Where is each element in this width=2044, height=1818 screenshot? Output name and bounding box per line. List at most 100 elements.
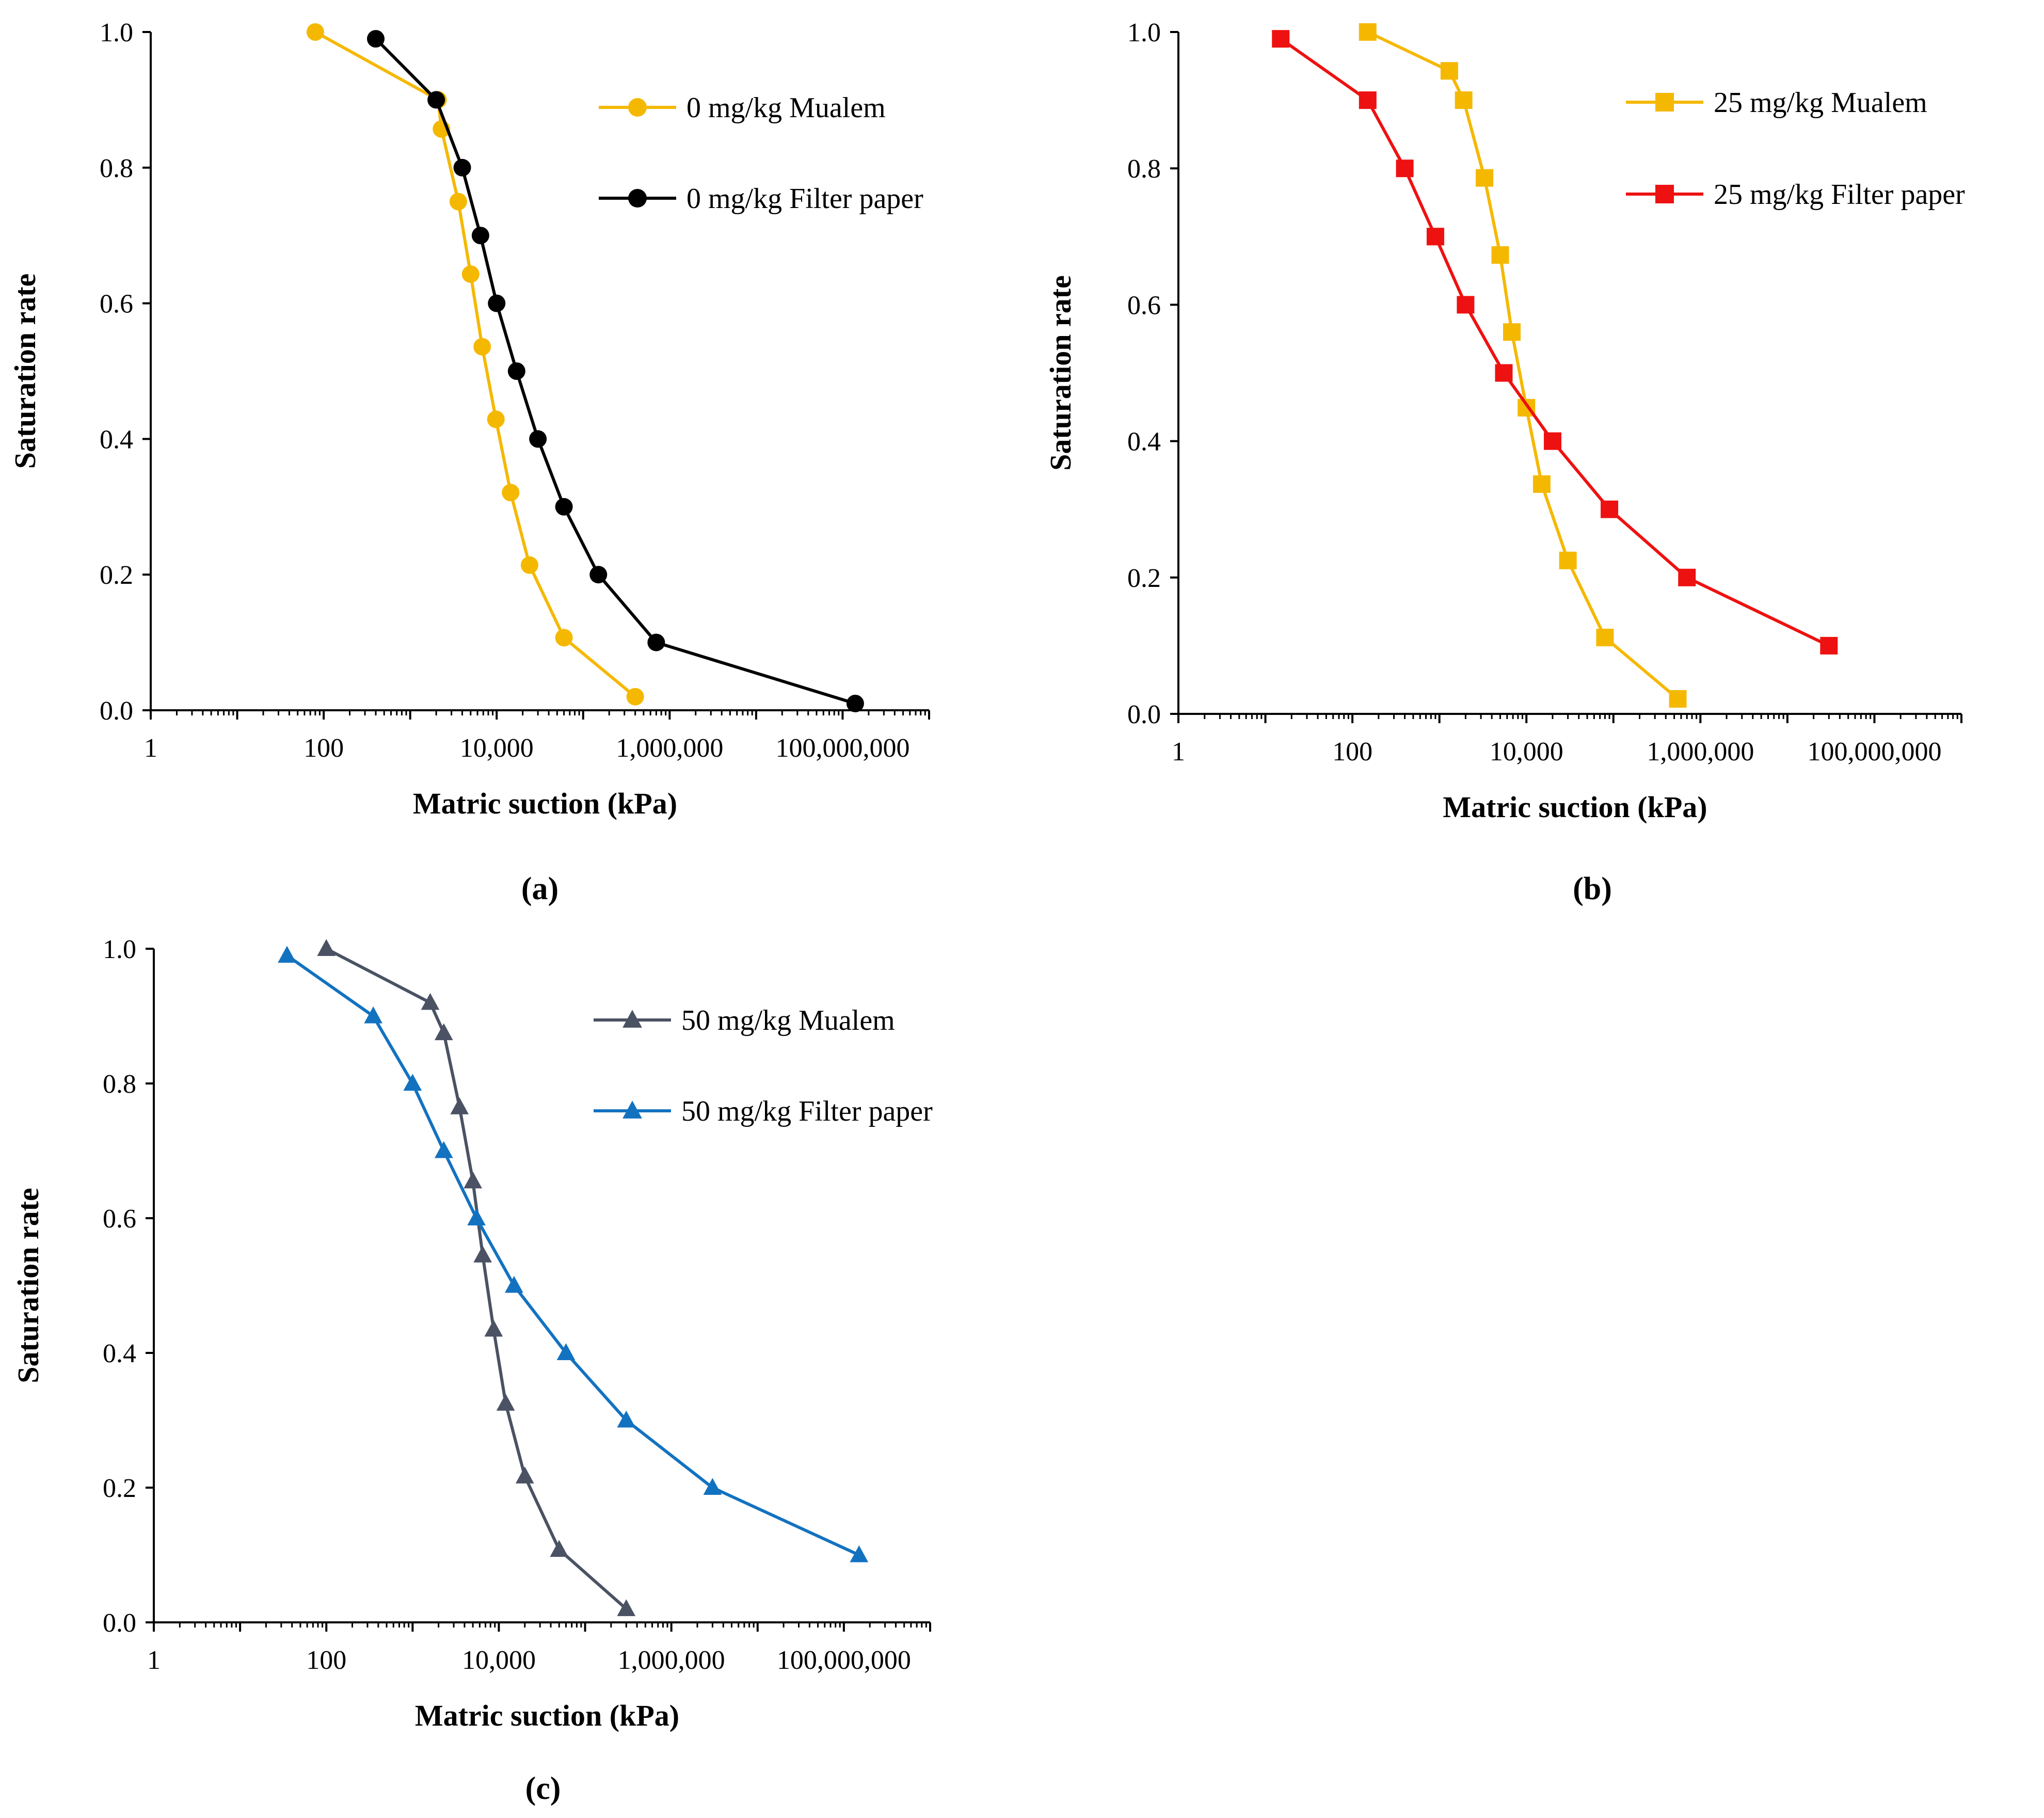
panel-label: (a) — [521, 871, 558, 906]
data-point — [317, 939, 336, 956]
data-point — [461, 265, 480, 283]
data-point — [1491, 246, 1509, 264]
y-axis-title: Saturation rate — [1044, 275, 1077, 471]
y-axis-title: Saturation rate — [8, 274, 42, 469]
legend-label: 0 mg/kg Mualem — [686, 92, 886, 124]
x-axis-title: Matric suction (kPa) — [1443, 790, 1707, 824]
x-axis-title: Matric suction (kPa) — [413, 787, 677, 820]
y-tick-label: 1.0 — [1127, 18, 1161, 47]
x-tick-label: 100,000,000 — [1807, 737, 1941, 767]
x-tick-label: 1 — [147, 1646, 161, 1675]
data-point — [515, 1466, 534, 1484]
series-line-0 — [314, 30, 636, 698]
data-point — [703, 1478, 722, 1495]
data-point — [617, 1410, 636, 1428]
y-tick-label: 0.2 — [100, 561, 133, 590]
panel-label: (b) — [1573, 871, 1612, 906]
series-line-0 — [325, 947, 628, 1610]
data-point — [487, 410, 505, 428]
data-point — [1359, 91, 1377, 109]
data-point — [449, 193, 467, 211]
data-point — [403, 1074, 422, 1091]
data-point — [278, 946, 296, 963]
data-point — [589, 566, 608, 584]
data-point — [1503, 323, 1521, 341]
data-point — [473, 1246, 492, 1263]
y-tick-label: 0.2 — [1127, 564, 1161, 593]
x-tick-label: 1 — [1172, 737, 1185, 767]
data-point — [306, 23, 324, 41]
data-point — [450, 1097, 469, 1114]
data-point — [1601, 500, 1619, 518]
series-line-1 — [286, 954, 860, 1557]
x-axis-title: Matric suction (kPa) — [415, 1699, 679, 1732]
data-point — [507, 362, 525, 380]
data-point — [453, 158, 471, 177]
data-point — [550, 1540, 569, 1557]
data-point — [502, 484, 520, 502]
data-point — [366, 30, 385, 48]
data-point — [529, 430, 547, 448]
data-point — [434, 1023, 453, 1041]
data-point — [647, 633, 665, 651]
x-tick-label: 1,000,000 — [618, 1646, 725, 1675]
data-point — [1820, 636, 1838, 655]
data-point — [488, 294, 506, 312]
data-point — [1596, 629, 1614, 647]
x-tick-label: 1,000,000 — [1647, 737, 1754, 767]
x-tick-label: 10,000 — [1490, 737, 1563, 767]
data-point — [1476, 169, 1494, 187]
series-line-0 — [1367, 30, 1679, 700]
panel-label: (c) — [525, 1771, 561, 1806]
x-tick-label: 100 — [1332, 737, 1372, 767]
data-point — [1396, 160, 1414, 178]
legend-label: 50 mg/kg Filter paper — [681, 1095, 933, 1127]
data-point — [427, 91, 445, 109]
y-tick-label: 0.4 — [103, 1339, 136, 1368]
data-point — [1543, 432, 1561, 450]
y-tick-label: 0.8 — [1127, 154, 1161, 184]
data-point — [421, 993, 440, 1010]
y-tick-label: 1.0 — [103, 935, 136, 964]
x-tick-label: 100,000,000 — [777, 1646, 911, 1675]
x-tick-label: 100,000,000 — [775, 733, 909, 763]
y-tick-label: 0.6 — [1127, 291, 1161, 320]
legend-label: 25 mg/kg Mualem — [1714, 87, 1927, 119]
y-tick-label: 0.8 — [103, 1070, 136, 1099]
data-point — [473, 338, 491, 356]
data-point — [1455, 91, 1473, 109]
chart-panel-0: 0.0 0.2 0.4 0.6 0.8 1.0 1 100 10,000 1,000,000 100… — [8, 18, 930, 906]
data-point — [434, 1141, 453, 1158]
data-point — [555, 498, 573, 516]
data-point — [1426, 228, 1444, 246]
x-tick-label: 100 — [304, 733, 344, 763]
data-point — [1532, 475, 1551, 493]
data-point — [1678, 568, 1696, 586]
data-point — [846, 694, 864, 712]
y-tick-label: 0.0 — [100, 696, 133, 726]
legend-marker — [628, 189, 647, 208]
y-axis-title: Saturation rate — [11, 1188, 45, 1383]
y-tick-label: 1.0 — [100, 18, 133, 47]
data-point — [1272, 30, 1290, 48]
y-tick-label: 0.0 — [1127, 700, 1161, 729]
x-tick-label: 100 — [306, 1646, 346, 1675]
data-point — [520, 556, 538, 574]
data-point — [496, 1394, 515, 1411]
data-point — [850, 1545, 869, 1562]
series-line-1 — [374, 37, 856, 705]
legend-marker — [628, 98, 647, 117]
x-tick-label: 1 — [144, 733, 157, 763]
data-point — [471, 227, 489, 245]
y-tick-label: 0.2 — [103, 1474, 136, 1503]
legend-label: 0 mg/kg Filter paper — [686, 183, 923, 215]
series-line-1 — [1280, 37, 1830, 647]
data-point — [555, 629, 573, 647]
data-point — [556, 1343, 576, 1361]
y-tick-label: 0.6 — [100, 290, 133, 319]
x-tick-label: 1,000,000 — [616, 733, 723, 763]
x-tick-label: 10,000 — [460, 733, 534, 763]
data-point — [1559, 551, 1577, 569]
data-point — [1457, 296, 1475, 314]
data-point — [1359, 23, 1377, 41]
